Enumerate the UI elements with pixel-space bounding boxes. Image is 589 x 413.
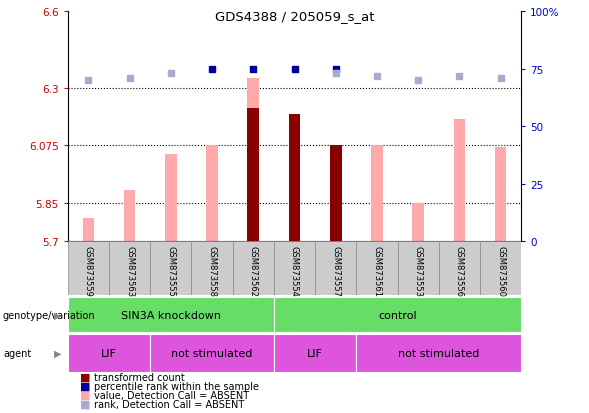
Text: control: control (378, 310, 417, 320)
Text: ■: ■ (80, 372, 90, 382)
Text: ▶: ▶ (54, 310, 62, 320)
Text: not stimulated: not stimulated (171, 348, 253, 358)
Text: percentile rank within the sample: percentile rank within the sample (94, 381, 259, 391)
Text: GSM873562: GSM873562 (249, 246, 258, 297)
Text: value, Detection Call = ABSENT: value, Detection Call = ABSENT (94, 390, 249, 400)
Text: ▶: ▶ (54, 348, 62, 358)
Bar (454, 119, 465, 242)
Bar (330, 146, 342, 242)
Bar (356, 242, 398, 295)
Bar (495, 147, 507, 242)
Text: rank, Detection Call = ABSENT: rank, Detection Call = ABSENT (94, 399, 244, 409)
Bar (191, 242, 233, 295)
Text: LIF: LIF (307, 348, 323, 358)
Text: SIN3A knockdown: SIN3A knockdown (121, 310, 221, 320)
Text: GSM873559: GSM873559 (84, 246, 93, 297)
Bar (150, 242, 191, 295)
Bar (439, 242, 480, 295)
Bar (274, 242, 315, 295)
Bar (289, 114, 300, 242)
Bar (206, 146, 218, 242)
Text: GSM873554: GSM873554 (290, 246, 299, 297)
Bar (330, 146, 342, 242)
Text: transformed count: transformed count (94, 372, 185, 382)
Bar (274, 297, 521, 332)
Bar (233, 242, 274, 295)
Bar (247, 109, 259, 242)
Text: GSM873557: GSM873557 (331, 246, 340, 297)
Bar (247, 78, 259, 242)
Text: GSM873556: GSM873556 (455, 246, 464, 297)
Bar (124, 191, 135, 242)
Text: GSM873561: GSM873561 (372, 246, 382, 297)
Bar (274, 335, 356, 372)
Bar (109, 242, 150, 295)
Text: GSM873558: GSM873558 (207, 246, 217, 297)
Bar (289, 204, 300, 242)
Text: GSM873553: GSM873553 (413, 246, 423, 297)
Bar (68, 335, 150, 372)
Text: GSM873563: GSM873563 (125, 246, 134, 297)
Bar (68, 297, 274, 332)
Text: ■: ■ (80, 399, 90, 409)
Bar (315, 242, 356, 295)
Text: not stimulated: not stimulated (398, 348, 479, 358)
Bar (398, 242, 439, 295)
Text: GSM873560: GSM873560 (496, 246, 505, 297)
Bar (82, 219, 94, 242)
Text: ■: ■ (80, 390, 90, 400)
Text: GSM873555: GSM873555 (166, 246, 176, 297)
Bar (480, 242, 521, 295)
Text: GDS4388 / 205059_s_at: GDS4388 / 205059_s_at (215, 10, 374, 23)
Bar (165, 155, 177, 242)
Bar (412, 204, 424, 242)
Text: LIF: LIF (101, 348, 117, 358)
Bar (371, 146, 383, 242)
Text: agent: agent (3, 348, 31, 358)
Bar (150, 335, 274, 372)
Bar (68, 242, 109, 295)
Text: genotype/variation: genotype/variation (3, 310, 95, 320)
Text: ■: ■ (80, 381, 90, 391)
Bar (356, 335, 521, 372)
